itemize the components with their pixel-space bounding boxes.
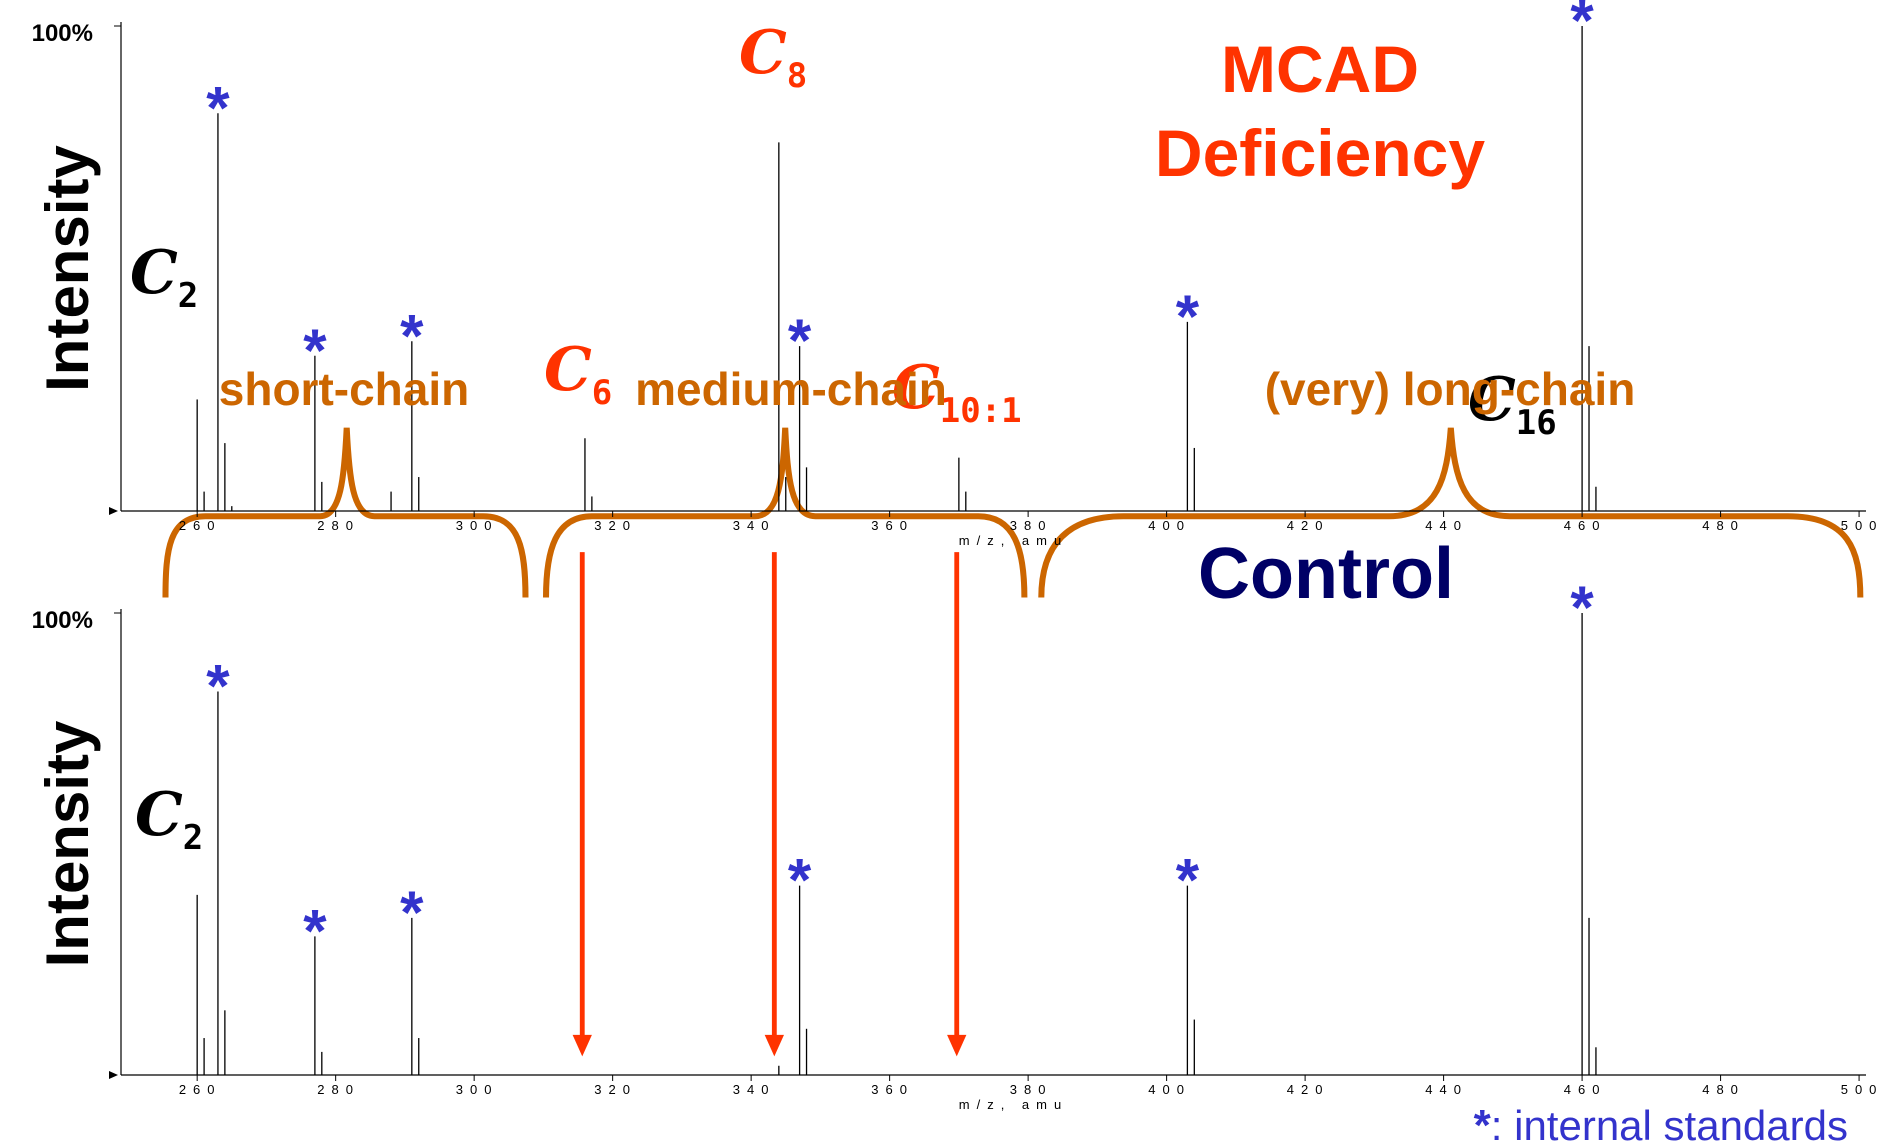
x-axis-label: m/z, amu bbox=[959, 1097, 1068, 1112]
x-tick-label: 480 bbox=[1702, 518, 1745, 533]
standard-marker: * bbox=[303, 317, 327, 384]
annotation-text: C bbox=[130, 238, 178, 308]
standard-marker: * bbox=[1570, 0, 1594, 54]
x-tick-label: 440 bbox=[1425, 1082, 1468, 1097]
annotation: C16 bbox=[1468, 365, 1557, 443]
x-tick-label: 360 bbox=[871, 1082, 914, 1097]
x-tick-label: 500 bbox=[1841, 518, 1884, 533]
axis-marker bbox=[109, 1071, 118, 1079]
standard-marker: * bbox=[1570, 574, 1594, 641]
x-tick-label: 380 bbox=[1010, 1082, 1053, 1097]
y-tick-label: 100% bbox=[32, 20, 93, 47]
x-tick-label: 420 bbox=[1287, 518, 1330, 533]
annotation-sub: 16 bbox=[1516, 403, 1557, 443]
annotation: C6 bbox=[544, 335, 612, 413]
annotation-text: C bbox=[739, 18, 787, 88]
region-label: medium-chain bbox=[635, 363, 947, 415]
x-tick-label: 260 bbox=[179, 518, 222, 533]
annotation: C2 bbox=[135, 780, 203, 858]
standard-marker: * bbox=[788, 307, 812, 374]
annotation-sub: 2 bbox=[183, 818, 203, 858]
region-label: short-chain bbox=[219, 363, 469, 415]
x-tick-label: 440 bbox=[1425, 518, 1468, 533]
x-tick-label: 380 bbox=[1010, 518, 1053, 533]
x-tick-label: 400 bbox=[1148, 1082, 1191, 1097]
legend: *: internal standards bbox=[1474, 1101, 1848, 1147]
y-axis-label: Intensity bbox=[34, 145, 101, 392]
x-axis-label: m/z, amu bbox=[959, 533, 1068, 548]
x-tick-label: 340 bbox=[733, 518, 776, 533]
legend-text: : internal standards bbox=[1491, 1102, 1848, 1147]
annotation: C2 bbox=[130, 238, 198, 316]
x-tick-label: 320 bbox=[594, 518, 637, 533]
x-tick-label: 460 bbox=[1564, 518, 1607, 533]
standard-marker: * bbox=[303, 897, 327, 964]
arrow-head bbox=[572, 1034, 592, 1057]
annotation: C8 bbox=[739, 18, 807, 96]
panel-title: Deficiency bbox=[1155, 116, 1485, 190]
annotation-sub: 10:1 bbox=[940, 391, 1022, 431]
standard-marker: * bbox=[400, 302, 424, 369]
x-tick-label: 340 bbox=[733, 1082, 776, 1097]
x-tick-label: 360 bbox=[871, 518, 914, 533]
y-axis-label: Intensity bbox=[34, 720, 101, 967]
brace bbox=[1038, 427, 1864, 598]
arrows bbox=[572, 552, 967, 1057]
annotation-sub: 6 bbox=[592, 373, 612, 413]
x-tick-label: 280 bbox=[317, 518, 360, 533]
x-tick-label: 280 bbox=[317, 1082, 360, 1097]
x-tick-label: 460 bbox=[1564, 1082, 1607, 1097]
x-tick-label: 320 bbox=[594, 1082, 637, 1097]
x-tick-label: 500 bbox=[1841, 1082, 1884, 1097]
annotation-text: C bbox=[892, 353, 940, 423]
brace bbox=[542, 427, 1028, 598]
x-tick-label: 300 bbox=[456, 1082, 499, 1097]
x-tick-label: 260 bbox=[179, 1082, 222, 1097]
annotation-sub: 8 bbox=[787, 56, 807, 96]
annotation-sub: 2 bbox=[178, 276, 198, 316]
x-tick-label: 400 bbox=[1148, 518, 1191, 533]
x-tick-label: 480 bbox=[1702, 1082, 1745, 1097]
brace bbox=[162, 427, 529, 598]
region-label: (very) long-chain bbox=[1265, 363, 1636, 415]
arrow-head bbox=[947, 1034, 967, 1057]
standard-marker: * bbox=[400, 879, 424, 946]
annotation-text: C bbox=[135, 780, 183, 850]
annotation-text: C bbox=[1468, 365, 1516, 435]
annotation-text: C bbox=[544, 335, 592, 405]
standard-marker: * bbox=[206, 653, 230, 720]
standard-marker: * bbox=[1176, 847, 1200, 914]
panel-title: MCAD bbox=[1221, 32, 1419, 106]
standard-marker: * bbox=[788, 847, 812, 914]
legend-marker: * bbox=[1474, 1101, 1492, 1147]
standard-marker: * bbox=[1176, 283, 1200, 350]
annotation: C10:1 bbox=[892, 353, 1022, 431]
arrow-head bbox=[764, 1034, 784, 1057]
axis-marker bbox=[109, 507, 118, 515]
x-tick-label: 420 bbox=[1287, 1082, 1330, 1097]
y-tick-label: 100% bbox=[32, 607, 93, 634]
x-tick-label: 300 bbox=[456, 518, 499, 533]
panel-title: Control bbox=[1198, 534, 1454, 614]
standard-marker: * bbox=[206, 74, 230, 141]
braces bbox=[162, 427, 1864, 598]
